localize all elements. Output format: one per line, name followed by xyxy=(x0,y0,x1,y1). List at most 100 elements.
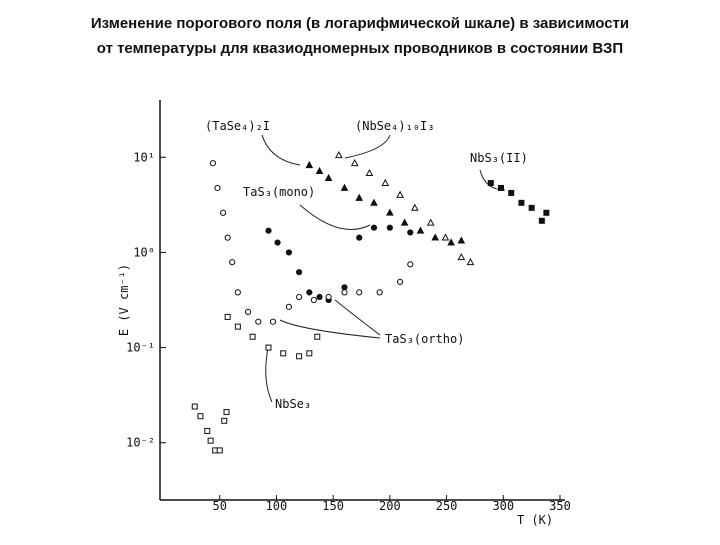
point xyxy=(370,198,378,206)
point xyxy=(400,218,409,226)
point xyxy=(538,217,545,224)
point xyxy=(447,238,455,246)
point xyxy=(249,333,256,340)
point xyxy=(197,413,204,420)
point xyxy=(306,289,313,296)
point xyxy=(285,249,293,256)
point xyxy=(356,234,363,241)
point xyxy=(204,427,211,434)
point xyxy=(265,227,272,234)
x-tick-label: 200 xyxy=(379,499,401,513)
point xyxy=(543,209,550,216)
point xyxy=(285,303,293,310)
point xyxy=(209,160,217,167)
y-tick-label: 10⁻¹ xyxy=(126,341,155,355)
point xyxy=(350,158,359,167)
point xyxy=(207,437,214,444)
point xyxy=(407,261,414,268)
leader xyxy=(334,299,381,336)
point xyxy=(269,318,277,325)
x-tick-label: 350 xyxy=(549,499,571,513)
point xyxy=(441,233,450,241)
point xyxy=(518,199,525,206)
point xyxy=(274,239,281,246)
point xyxy=(191,403,198,410)
point xyxy=(229,259,236,266)
point xyxy=(355,193,364,201)
point xyxy=(376,289,383,296)
leader-lines xyxy=(261,134,506,403)
x-tick-label: 300 xyxy=(492,499,514,513)
leader xyxy=(279,319,381,339)
point xyxy=(508,189,515,196)
point xyxy=(416,226,425,234)
point xyxy=(370,224,378,231)
series-label: NbS₃(II) xyxy=(470,151,528,165)
point xyxy=(396,278,404,286)
leader xyxy=(265,347,273,403)
point xyxy=(396,190,404,198)
point xyxy=(224,234,231,241)
point xyxy=(381,178,390,186)
series-label: TaS₃(mono) xyxy=(243,185,315,199)
point xyxy=(340,183,349,191)
point xyxy=(296,353,303,360)
leader xyxy=(299,204,371,230)
point xyxy=(431,233,440,241)
point xyxy=(341,284,348,291)
point xyxy=(244,308,252,316)
point xyxy=(296,269,303,276)
point xyxy=(265,344,272,351)
point xyxy=(324,173,333,182)
point xyxy=(234,289,241,296)
point xyxy=(315,166,324,175)
point xyxy=(487,180,494,187)
point xyxy=(310,296,317,304)
x-tick-label: 100 xyxy=(266,499,288,513)
point xyxy=(386,224,393,231)
point xyxy=(234,323,241,330)
point xyxy=(356,289,363,296)
x-tick-label: 150 xyxy=(322,499,344,513)
point xyxy=(426,218,435,226)
point xyxy=(457,252,466,261)
leader xyxy=(344,134,391,159)
point xyxy=(386,208,394,216)
point xyxy=(466,257,475,266)
point xyxy=(296,293,303,301)
point xyxy=(306,350,313,357)
point xyxy=(223,409,230,416)
point xyxy=(221,417,228,424)
point xyxy=(457,236,466,244)
y-tick-label: 10⁰ xyxy=(133,245,155,259)
point xyxy=(316,293,323,301)
series-label: (NbSe₄)₁₀I₃ xyxy=(355,119,434,133)
point xyxy=(216,447,223,454)
point xyxy=(498,184,505,191)
point xyxy=(410,203,419,211)
point xyxy=(334,151,343,159)
series-label: NbSe₃ xyxy=(275,397,311,411)
x-tick-label: 250 xyxy=(436,499,458,513)
point xyxy=(325,293,332,301)
chart-title: Изменение порогового поля (в логарифмиче… xyxy=(91,15,629,32)
y-tick-label: 10¹ xyxy=(133,150,155,164)
point xyxy=(528,204,535,211)
x-axis-label: T (K) xyxy=(517,513,553,527)
leader xyxy=(261,134,301,166)
point xyxy=(255,318,262,325)
point xyxy=(305,160,314,169)
x-tick-label: 50 xyxy=(212,499,226,513)
series-label: (TaSe₄)₂I xyxy=(205,119,270,133)
chart-subtitle: от температуры для квазиодномерных прово… xyxy=(97,40,623,57)
point xyxy=(220,209,227,216)
point xyxy=(365,168,374,177)
point xyxy=(341,289,348,296)
point xyxy=(214,184,221,192)
point xyxy=(280,350,287,357)
y-tick-label: 10⁻² xyxy=(126,436,155,450)
point xyxy=(314,333,321,340)
point xyxy=(224,313,231,320)
y-axis-label: E (V cm⁻¹) xyxy=(117,264,131,336)
